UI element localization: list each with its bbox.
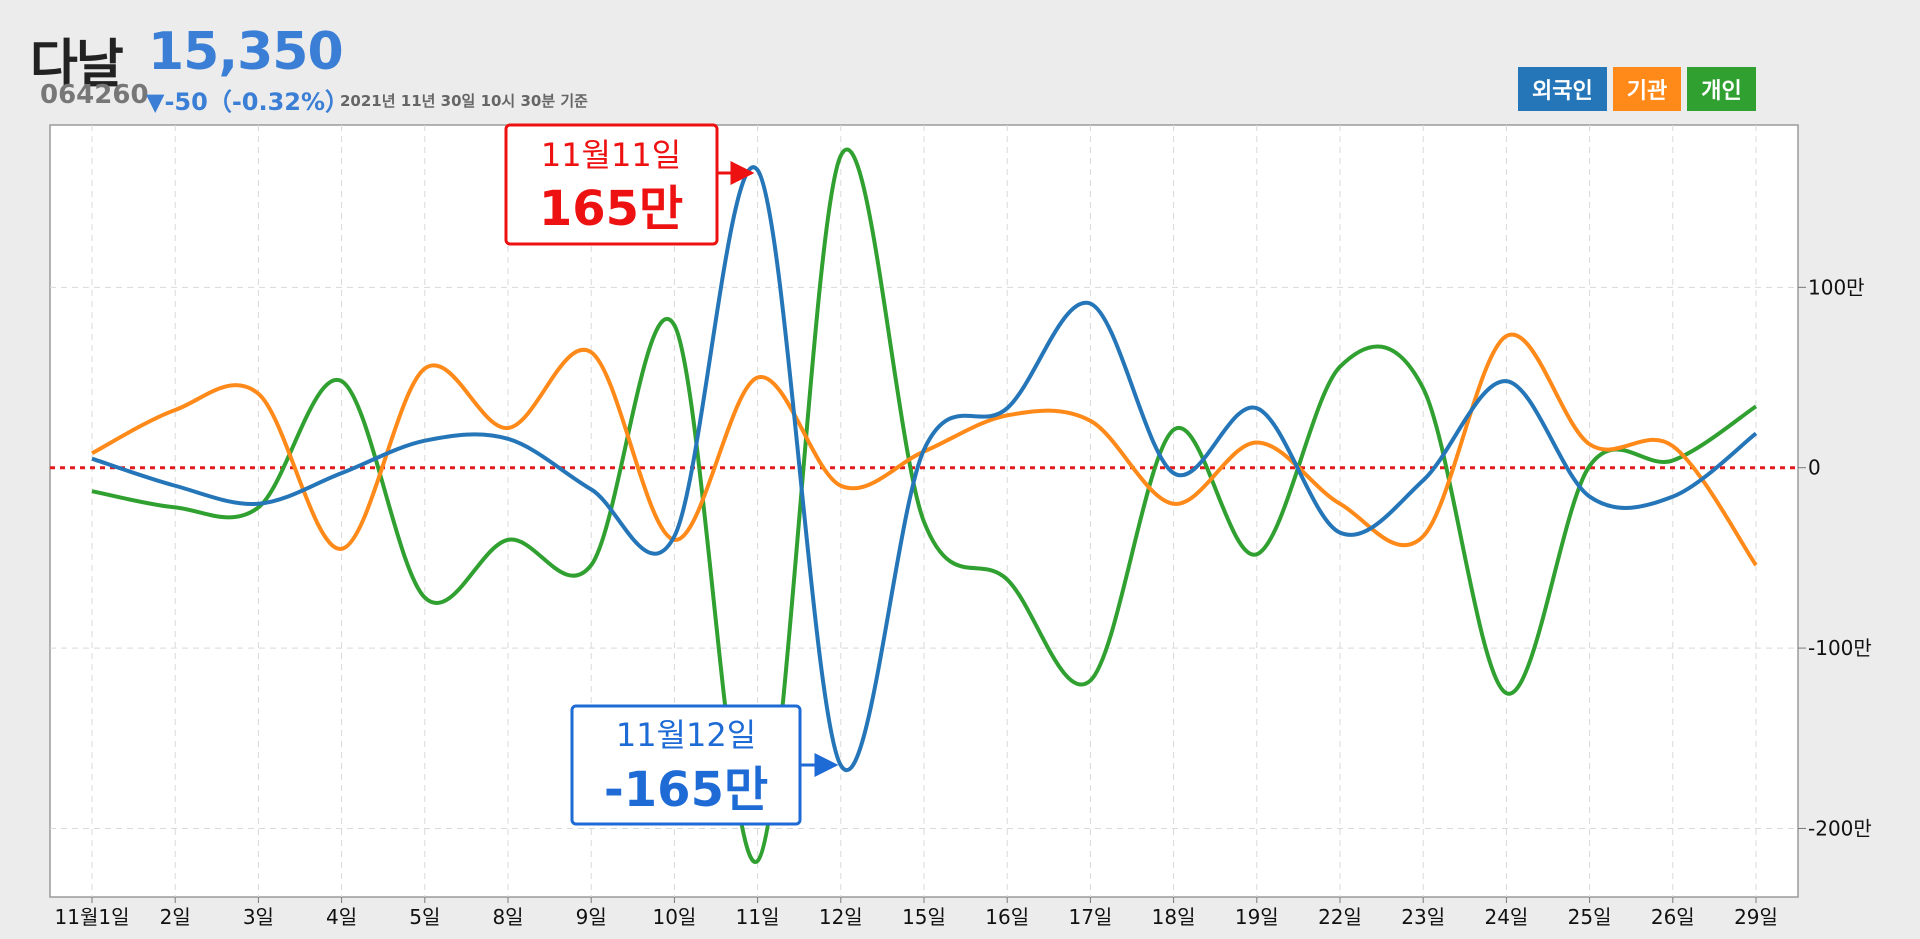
x-tick-label: 2일 [160,905,191,929]
series-line-individual [91,147,1758,864]
x-tick-label: 8일 [492,905,523,929]
legend-item-institution: 기관 [1612,67,1682,111]
x-tick-label: 17일 [1068,905,1112,929]
series-line-foreign [91,165,1758,772]
chart-legend: 외국인 기관 개인 [1518,67,1756,111]
y-tick-label: -100만 [1808,636,1872,660]
x-tick-label: 11일 [736,905,780,929]
legend-item-foreign: 외국인 [1518,67,1607,111]
stock-name: 다날 [30,35,124,95]
x-tick-label: 24일 [1484,905,1528,929]
x-tick-label: 18일 [1152,905,1196,929]
x-tick-label: 4일 [326,905,357,929]
x-tick-label: 12일 [819,905,863,929]
callout-max-value: 165만 [539,181,683,237]
x-tick-label: 11월1일 [55,905,130,929]
callout-min-date: 11월12일 [616,716,756,754]
x-tick-label: 5일 [409,905,440,929]
callout-max: 11월11일 165만 [504,123,755,246]
series-line-institution [91,332,1758,567]
y-tick-label: 100만 [1808,275,1865,299]
series-lines [91,147,1758,864]
x-tick-label: 22일 [1318,905,1362,929]
legend-item-individual: 개인 [1687,67,1756,111]
y-tick-label: 0 [1808,456,1821,480]
x-tick-label: 23일 [1401,905,1445,929]
x-tick-label: 19일 [1235,905,1279,929]
x-tick-label: 3일 [243,905,274,929]
price-change: ▼-50（-0.32%） [146,88,350,116]
current-price: 15,350 [148,22,344,82]
y-tick-label: -200만 [1808,816,1872,840]
x-tick-label: 25일 [1568,905,1612,929]
callout-max-date: 11월11일 [541,136,681,174]
callout-min: 11월12일 -165만 [570,704,839,826]
x-tick-label: 15일 [902,905,946,929]
callout-min-value: -165만 [604,762,768,818]
x-axis-labels: 11월1일 2일 3일 4일 5일 8일 9일 10일 11일 12일 15일 16일 17일 18일 19… [55,897,1778,929]
x-tick-label: 26일 [1651,905,1695,929]
x-tick-label: 16일 [985,905,1029,929]
as-of-timestamp: 2021년 11년 30일 10시 30분 기준 [340,92,588,110]
y-axis-labels: 100만 0 -100만 -200만 [1798,275,1872,840]
x-tick-label: 10일 [652,905,696,929]
x-tick-label: 29일 [1734,905,1778,929]
x-tick-label: 9일 [576,905,607,929]
stock-code: 064260 [40,80,149,110]
